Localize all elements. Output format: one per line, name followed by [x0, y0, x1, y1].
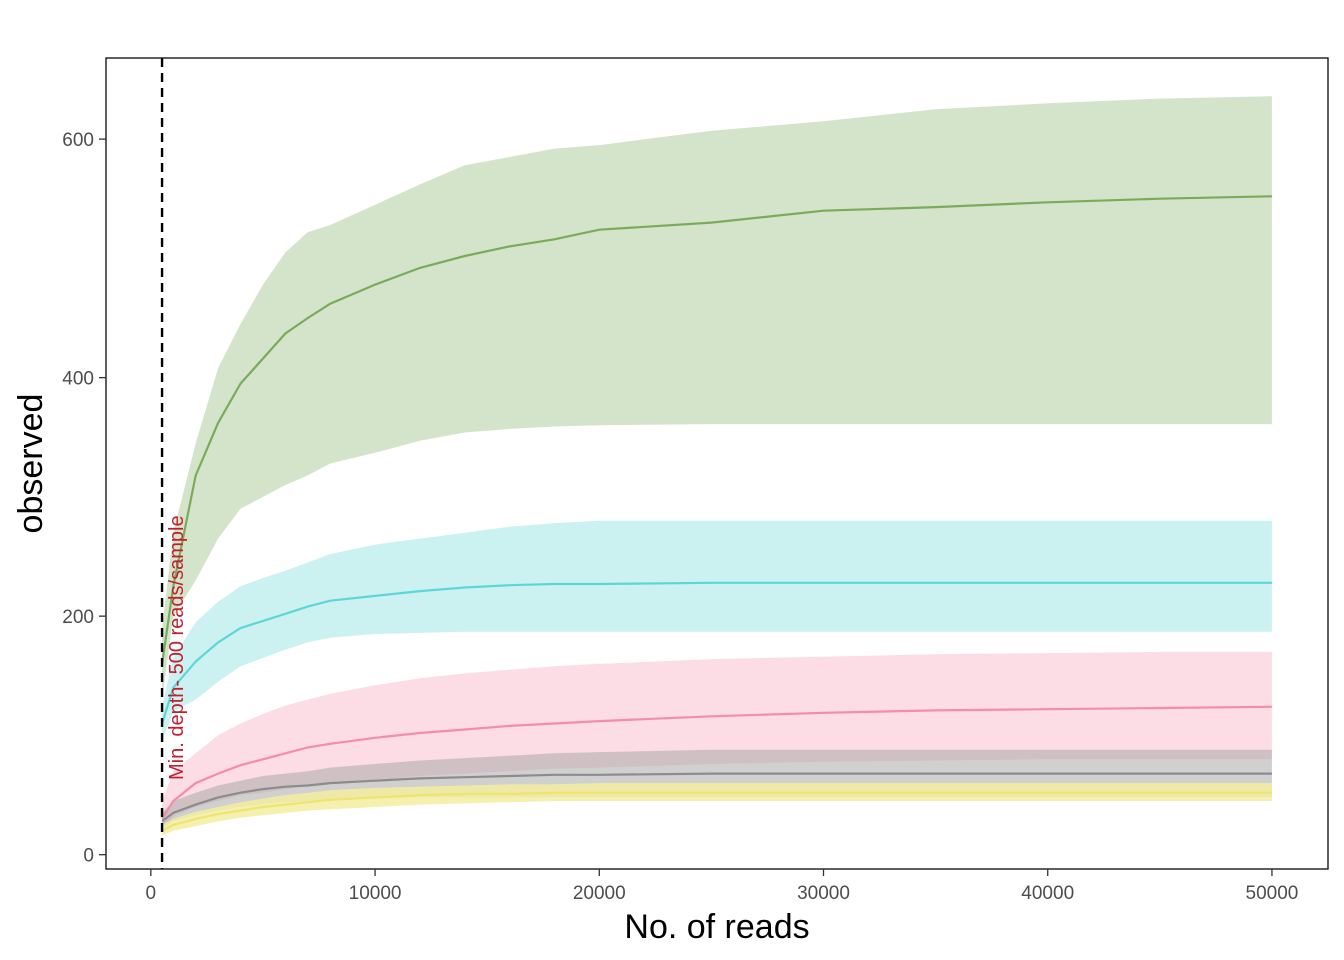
y-axis: 0 200 400 600	[62, 130, 106, 867]
series-4-mean-line	[161, 772, 1272, 823]
y-axis-title: observed	[12, 394, 50, 534]
x-tick-label: 40000	[1021, 883, 1074, 904]
series-3-mean-line	[161, 705, 1272, 820]
plot-panel-border	[105, 57, 1329, 870]
x-tick-label: 0	[146, 883, 157, 904]
series-2-band	[162, 520, 1272, 742]
x-tick-label: 10000	[349, 883, 402, 904]
x-axis: 0 10000 20000 30000 40000 50000	[146, 869, 1299, 904]
series-2-mean-line	[161, 581, 1272, 724]
series-1-band	[162, 96, 1272, 700]
x-tick-label: 30000	[797, 883, 850, 904]
series-1-mean-line	[161, 195, 1272, 665]
mean-lines	[161, 195, 1272, 832]
y-tick-label: 600	[62, 130, 94, 151]
y-tick-label: 400	[62, 369, 94, 390]
series-5-mean-line	[161, 791, 1272, 832]
min-depth-annotation: Min. depth- 500 reads/sample	[166, 515, 188, 780]
confidence-bands	[162, 96, 1272, 836]
series-3-band	[162, 651, 1272, 831]
x-axis-title: No. of reads	[624, 908, 809, 946]
x-tick-label: 20000	[573, 883, 626, 904]
series-5-band	[162, 783, 1272, 836]
y-tick-label: 200	[62, 607, 94, 628]
y-tick-label: 0	[83, 846, 94, 867]
x-tick-label: 50000	[1246, 883, 1299, 904]
